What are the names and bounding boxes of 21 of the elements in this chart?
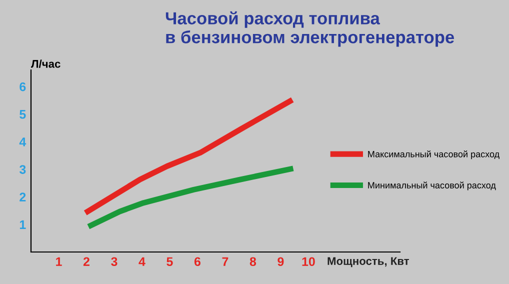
y-tick-label: 4 bbox=[19, 138, 26, 146]
x-tick-label: 7 bbox=[222, 257, 228, 266]
x-tick-label: 5 bbox=[166, 257, 173, 266]
x-tick-label: 9 bbox=[278, 257, 284, 266]
x-tick-label: 6 bbox=[194, 257, 200, 266]
y-tick-label: 6 bbox=[20, 82, 26, 92]
chart-title: Часовой расход топлива в бензиновом электрогенераторе bbox=[166, 11, 454, 47]
legend-label: Минимальный часовой расход bbox=[368, 182, 496, 190]
y-tick-label: 1 bbox=[20, 220, 26, 229]
y-tick-label: 3 bbox=[19, 165, 26, 174]
legend-label: Максимальный часовой расход bbox=[368, 150, 500, 160]
x-tick-label: 4 bbox=[138, 257, 146, 266]
y-tick-label: 5 bbox=[20, 110, 26, 119]
y-axis-title: Л/час bbox=[31, 60, 60, 68]
x-axis-title: Мощность, Квт bbox=[328, 257, 409, 268]
x-tick-label: 3 bbox=[111, 257, 118, 266]
x-tick-label: 2 bbox=[83, 257, 90, 266]
x-tick-label: 1 bbox=[56, 257, 62, 266]
x-tick-label: 10 bbox=[302, 257, 315, 266]
x-tick-label: 8 bbox=[250, 257, 256, 266]
y-tick-label: 2 bbox=[20, 192, 26, 202]
